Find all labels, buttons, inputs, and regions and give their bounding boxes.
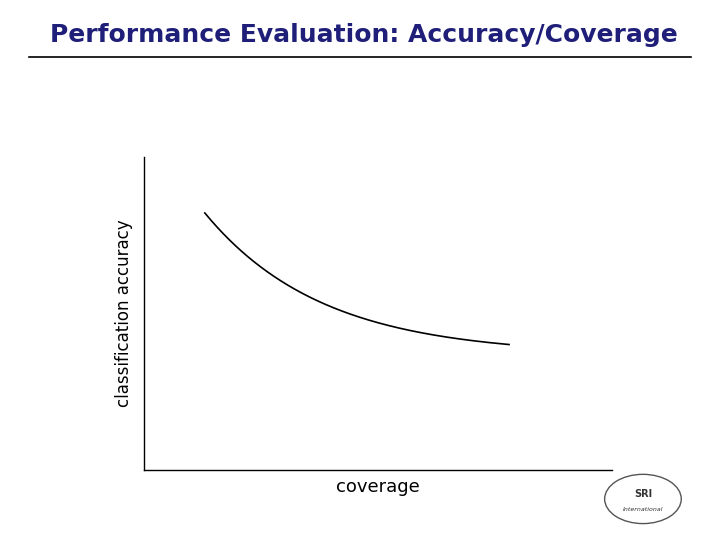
Text: International: International — [623, 508, 663, 512]
Text: SRI: SRI — [634, 489, 652, 500]
X-axis label: coverage: coverage — [336, 478, 420, 496]
Text: Performance Evaluation: Accuracy/Coverage: Performance Evaluation: Accuracy/Coverag… — [50, 23, 678, 47]
Y-axis label: classification accuracy: classification accuracy — [115, 219, 133, 407]
